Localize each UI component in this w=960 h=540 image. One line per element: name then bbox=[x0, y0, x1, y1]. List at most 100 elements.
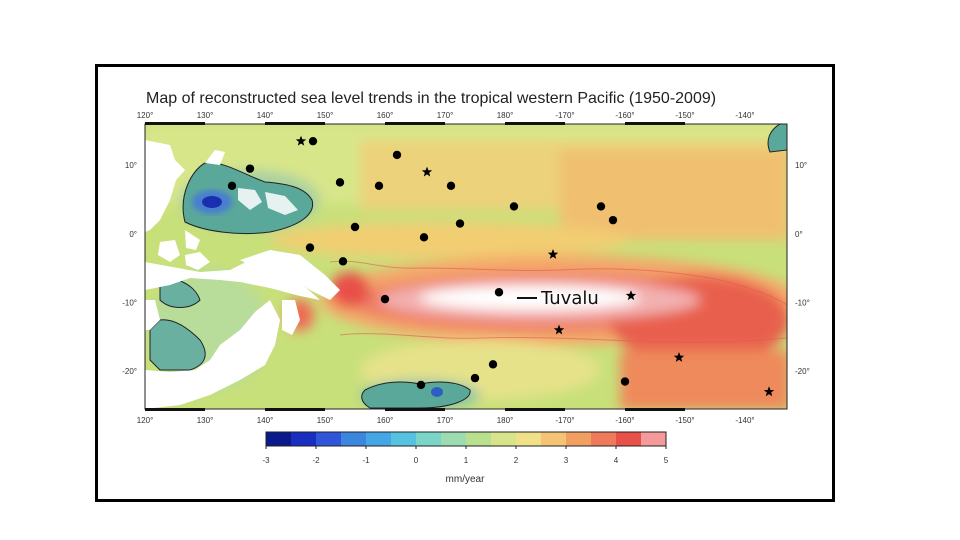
colorbar-segment bbox=[591, 432, 604, 446]
colorbar-segment bbox=[366, 432, 379, 446]
station-dot bbox=[338, 257, 348, 266]
top-lon-tick-label: 140° bbox=[257, 111, 274, 120]
colorbar-segment bbox=[303, 432, 317, 446]
colorbar-segment bbox=[616, 432, 629, 446]
right-lat-tick-label: -10° bbox=[795, 299, 810, 308]
station-dot bbox=[446, 181, 456, 191]
colorbar-segment bbox=[603, 432, 617, 446]
map-title: Map of reconstructed sea level trends in… bbox=[146, 90, 717, 107]
station-dot bbox=[455, 219, 465, 228]
station-dot bbox=[608, 215, 618, 225]
top-lon-tick-label: -160° bbox=[615, 111, 634, 120]
station-dot bbox=[245, 164, 255, 173]
bottom-lon-tick-label: 150° bbox=[317, 416, 334, 425]
bottom-lon-tick-label: 160° bbox=[377, 416, 394, 425]
top-lon-tick-label: 160° bbox=[377, 111, 394, 120]
colorbar-segment bbox=[641, 432, 654, 446]
lon-tick-bar-bottom bbox=[265, 408, 325, 411]
colorbar-segment bbox=[478, 432, 492, 446]
colorbar-segment bbox=[553, 432, 567, 446]
colorbar-segment bbox=[291, 432, 304, 446]
colorbar-segment bbox=[391, 432, 404, 446]
top-lon-tick-label: 120° bbox=[137, 111, 154, 120]
station-star bbox=[625, 290, 637, 301]
bottom-lon-tick-label: 140° bbox=[257, 416, 274, 425]
station-star bbox=[295, 135, 307, 146]
left-lat-tick-label: 10° bbox=[125, 161, 137, 170]
top-lon-tick-label: 130° bbox=[197, 111, 214, 120]
station-dot bbox=[620, 377, 630, 386]
station-dot bbox=[509, 202, 519, 211]
station-dot bbox=[308, 136, 318, 146]
colorbar-segment bbox=[416, 432, 429, 446]
station-dot bbox=[596, 202, 606, 211]
colorbar-segment bbox=[528, 432, 542, 446]
top-lon-tick-label: 180° bbox=[497, 111, 514, 120]
colorbar-segment bbox=[578, 432, 592, 446]
left-lat-tick-label: -20° bbox=[122, 367, 137, 376]
colorbar-segment bbox=[516, 432, 529, 446]
bottom-lon-tick-label: -170° bbox=[555, 416, 574, 425]
colorbar-tick-label: 1 bbox=[464, 456, 469, 465]
lon-tick-bar-bottom bbox=[505, 408, 565, 411]
top-lon-tick-label: -140° bbox=[735, 111, 754, 120]
colorbar-ticks: -3 -2 -1 0 1 2 3 4 5 bbox=[262, 446, 669, 465]
station-dot bbox=[470, 373, 480, 383]
bottom-lon-tick-label: 120° bbox=[137, 416, 154, 425]
colorbar-segment bbox=[441, 432, 454, 446]
bottom-lon-tick-label: 170° bbox=[437, 416, 454, 425]
right-lat-tick-label: -20° bbox=[795, 367, 810, 376]
station-dot bbox=[374, 181, 384, 191]
top-lon-ticks: 120° 130° 140° 150° 160° 170° 180° -170° -160° -1… bbox=[137, 111, 755, 120]
station-dot bbox=[494, 288, 504, 297]
lon-tick-bar-top bbox=[385, 122, 445, 125]
lon-tick-bar-top bbox=[265, 122, 325, 125]
station-dot bbox=[419, 233, 429, 242]
colorbar-tick-label: 0 bbox=[414, 456, 419, 465]
colorbar-tick-label: -3 bbox=[262, 456, 270, 465]
right-lat-tick-label: 10° bbox=[795, 161, 807, 170]
colorbar-segment bbox=[266, 432, 279, 446]
station-dot bbox=[416, 380, 426, 390]
trend-field bbox=[145, 124, 787, 409]
colorbar-segment bbox=[453, 432, 467, 446]
station-dot bbox=[350, 222, 360, 232]
colorbar-segment bbox=[403, 432, 417, 446]
station-star bbox=[547, 249, 559, 259]
colorbar-segment bbox=[466, 432, 479, 446]
bottom-lon-tick-label: -160° bbox=[615, 416, 634, 425]
colorbar-segment bbox=[328, 432, 342, 446]
right-lat-tick-label: 0° bbox=[795, 230, 803, 239]
colorbar-segment bbox=[353, 432, 367, 446]
colorbar-segment bbox=[628, 432, 642, 446]
colorbar-segment bbox=[541, 432, 554, 446]
left-lat-tick-label: 0° bbox=[129, 230, 137, 239]
top-lon-tick-label: -150° bbox=[675, 111, 694, 120]
station-dot bbox=[305, 243, 315, 252]
colorbar-tick-label: 5 bbox=[664, 456, 669, 465]
colorbar-tick-label: -1 bbox=[362, 456, 370, 465]
lon-tick-bar-top bbox=[145, 122, 205, 125]
tide-gauge-stations bbox=[227, 135, 775, 397]
station-dot bbox=[392, 150, 402, 160]
station-star bbox=[763, 386, 775, 397]
colorbar-segment bbox=[428, 432, 442, 446]
station-dot bbox=[488, 360, 498, 369]
left-lat-ticks: 10° 0° -10° -20° bbox=[122, 161, 137, 376]
colorbar-segment bbox=[341, 432, 354, 446]
station-dot bbox=[227, 181, 237, 191]
colorbar-segment bbox=[316, 432, 329, 446]
colorbar-units: mm/year bbox=[445, 474, 485, 485]
lon-tick-bars bbox=[145, 122, 685, 411]
colorbar-tick-label: 4 bbox=[614, 456, 619, 465]
colorbar-segment bbox=[491, 432, 504, 446]
lon-tick-bar-bottom bbox=[625, 408, 685, 411]
colorbar-segment bbox=[278, 432, 292, 446]
station-star bbox=[421, 166, 433, 177]
station-dot bbox=[380, 294, 390, 304]
bottom-lon-tick-label: 130° bbox=[197, 416, 214, 425]
bottom-lon-ticks: 120° 130° 140° 150° 160° 170° 180° -170° -160° -1… bbox=[137, 416, 755, 425]
bottom-lon-tick-label: 180° bbox=[497, 416, 514, 425]
colorbar-tick-label: -2 bbox=[312, 456, 320, 465]
